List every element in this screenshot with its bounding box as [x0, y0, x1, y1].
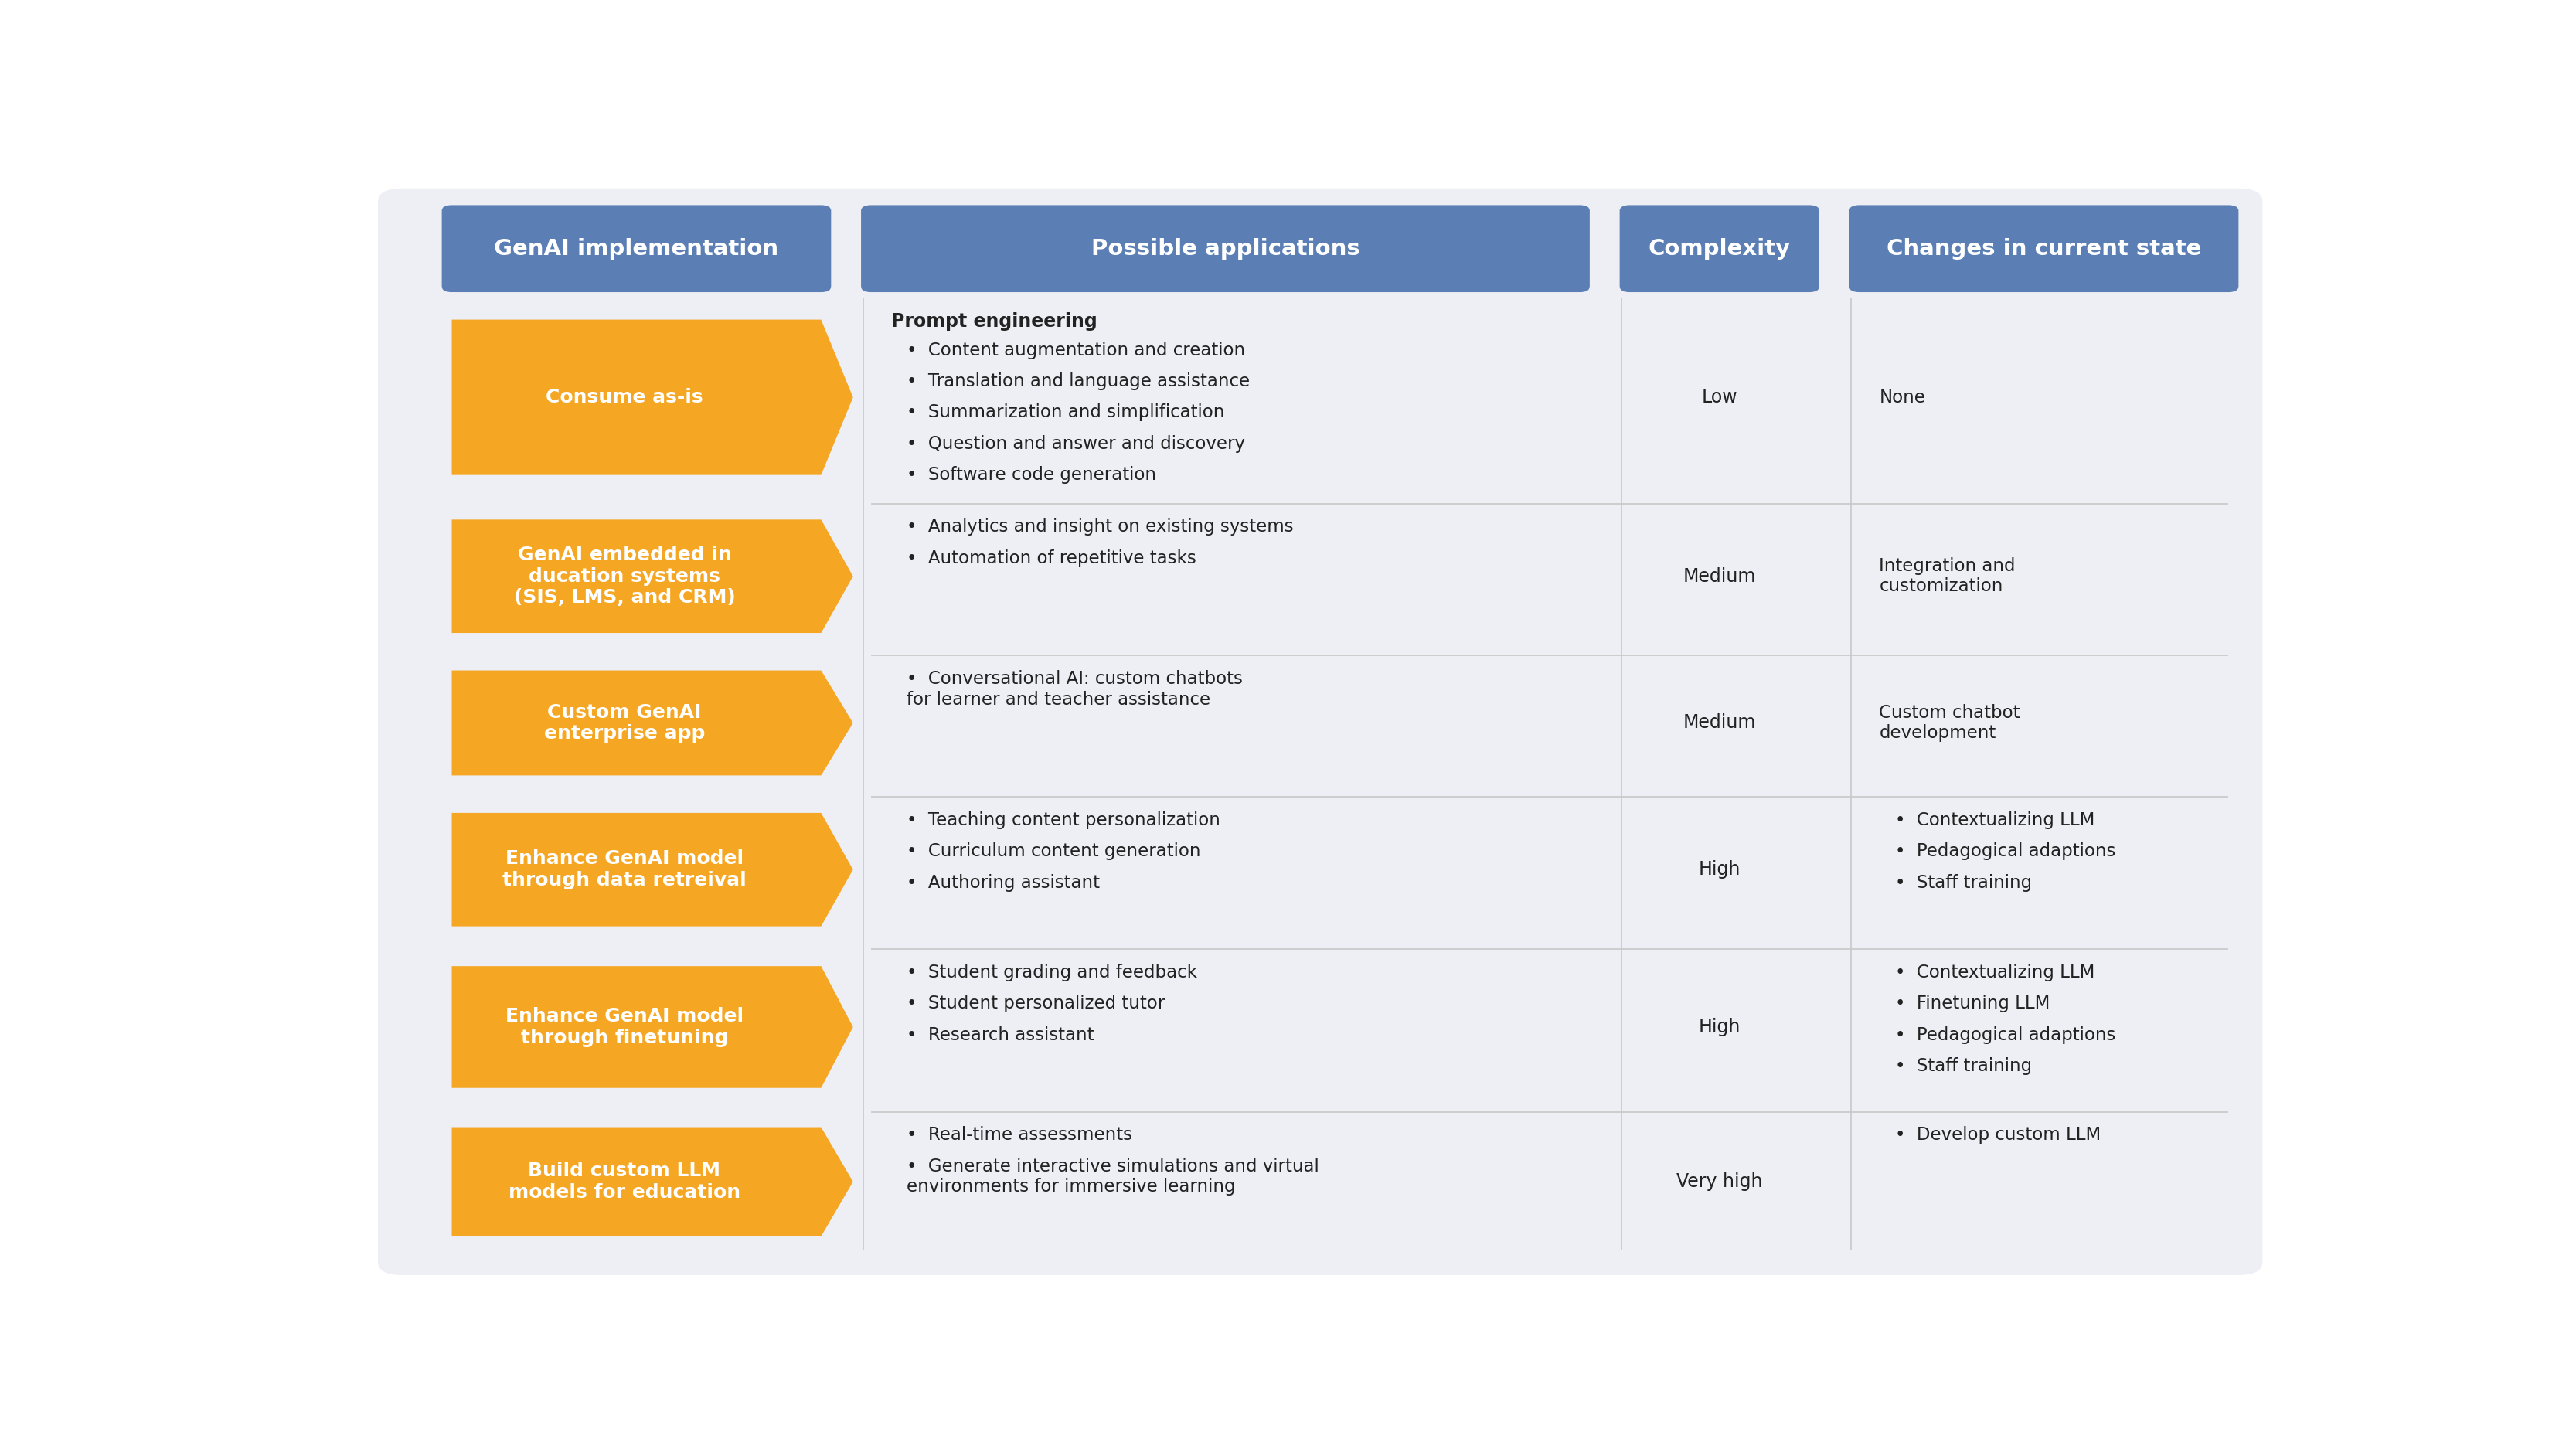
Text: •  Research assistant: • Research assistant	[907, 1026, 1095, 1043]
Text: •  Translation and language assistance: • Translation and language assistance	[907, 372, 1249, 390]
FancyBboxPatch shape	[1850, 206, 2239, 293]
Text: Medium: Medium	[1682, 567, 1757, 585]
Polygon shape	[451, 813, 853, 926]
Text: •  Analytics and insight on existing systems: • Analytics and insight on existing syst…	[907, 519, 1293, 536]
Text: •  Pedagogical adaptions: • Pedagogical adaptions	[1896, 1026, 2115, 1043]
Text: Enhance GenAI model
through finetuning: Enhance GenAI model through finetuning	[505, 1007, 744, 1048]
FancyBboxPatch shape	[1620, 206, 1819, 293]
Text: •  Student grading and feedback: • Student grading and feedback	[907, 964, 1198, 981]
Text: Build custom LLM
models for education: Build custom LLM models for education	[507, 1162, 739, 1201]
Text: Prompt engineering: Prompt engineering	[891, 312, 1097, 330]
Text: •  Question and answer and discovery: • Question and answer and discovery	[907, 435, 1244, 452]
Text: •  Staff training: • Staff training	[1896, 1058, 2032, 1075]
Text: Complexity: Complexity	[1649, 238, 1790, 259]
Text: •  Develop custom LLM: • Develop custom LLM	[1896, 1126, 2102, 1145]
Text: •  Curriculum content generation: • Curriculum content generation	[907, 843, 1200, 861]
Text: •  Summarization and simplification: • Summarization and simplification	[907, 404, 1224, 422]
Text: High: High	[1698, 861, 1741, 880]
Text: •  Finetuning LLM: • Finetuning LLM	[1896, 994, 2050, 1013]
Text: •  Teaching content personalization: • Teaching content personalization	[907, 811, 1221, 829]
Polygon shape	[451, 671, 853, 775]
Text: Consume as-is: Consume as-is	[546, 388, 703, 407]
Text: •  Student personalized tutor: • Student personalized tutor	[907, 994, 1164, 1013]
Text: •  Contextualizing LLM: • Contextualizing LLM	[1896, 811, 2094, 829]
Text: •  Content augmentation and creation: • Content augmentation and creation	[907, 341, 1247, 359]
Polygon shape	[451, 520, 853, 633]
Text: Medium: Medium	[1682, 714, 1757, 732]
Text: Custom chatbot
development: Custom chatbot development	[1880, 704, 2020, 742]
Polygon shape	[451, 966, 853, 1088]
Text: •  Conversational AI: custom chatbots
for learner and teacher assistance: • Conversational AI: custom chatbots for…	[907, 669, 1244, 709]
Text: •  Authoring assistant: • Authoring assistant	[907, 874, 1100, 891]
Text: •  Staff training: • Staff training	[1896, 874, 2032, 891]
Text: •  Contextualizing LLM: • Contextualizing LLM	[1896, 964, 2094, 981]
FancyBboxPatch shape	[379, 188, 2262, 1275]
Polygon shape	[451, 320, 853, 475]
Text: •  Pedagogical adaptions: • Pedagogical adaptions	[1896, 843, 2115, 861]
Text: High: High	[1698, 1017, 1741, 1036]
Polygon shape	[451, 1127, 853, 1236]
Text: •  Software code generation: • Software code generation	[907, 467, 1157, 484]
FancyBboxPatch shape	[860, 206, 1589, 293]
Text: •  Real-time assessments: • Real-time assessments	[907, 1126, 1133, 1145]
Text: Enhance GenAI model
through data retreival: Enhance GenAI model through data retreiv…	[502, 849, 747, 890]
Text: Very high: Very high	[1677, 1172, 1762, 1191]
Text: Possible applications: Possible applications	[1092, 238, 1360, 259]
FancyBboxPatch shape	[443, 206, 832, 293]
Text: GenAI embedded in
ducation systems
(SIS, LMS, and CRM): GenAI embedded in ducation systems (SIS,…	[513, 545, 734, 607]
Text: None: None	[1880, 388, 1924, 406]
Text: Low: Low	[1703, 388, 1736, 407]
Text: Changes in current state: Changes in current state	[1886, 238, 2202, 259]
Text: •  Generate interactive simulations and virtual
environments for immersive learn: • Generate interactive simulations and v…	[907, 1158, 1319, 1195]
Text: Integration and
customization: Integration and customization	[1880, 556, 2014, 596]
Text: GenAI implementation: GenAI implementation	[495, 238, 778, 259]
Text: •  Automation of repetitive tasks: • Automation of repetitive tasks	[907, 549, 1198, 567]
Text: Custom GenAI
enterprise app: Custom GenAI enterprise app	[544, 703, 706, 743]
